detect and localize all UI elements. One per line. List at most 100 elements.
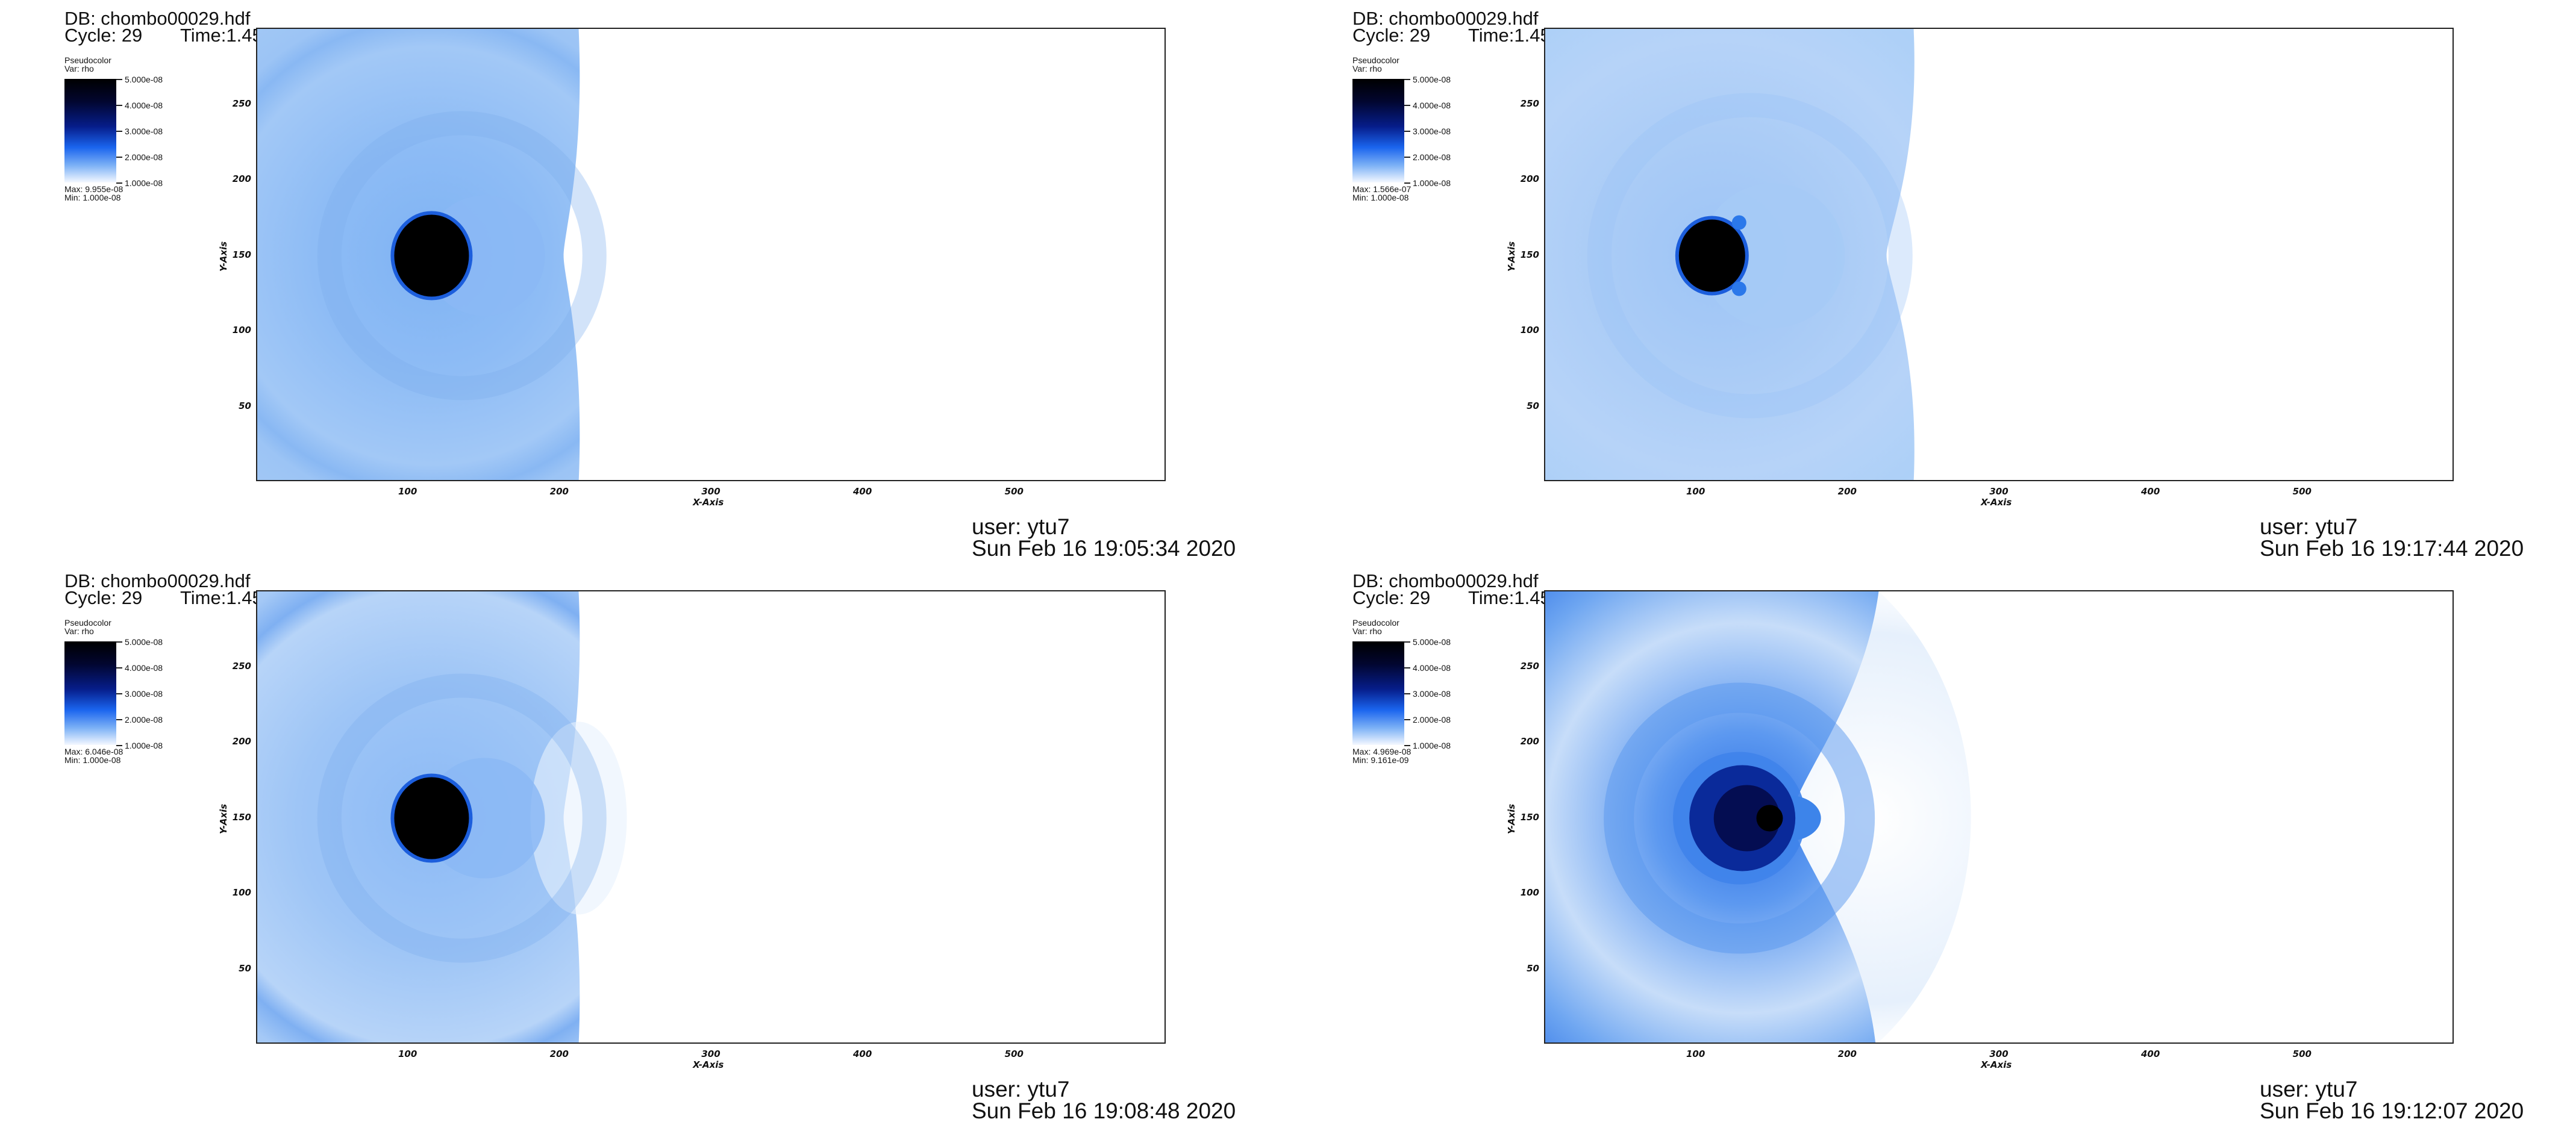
colorbar-tick-label: 4.000e-08 <box>1413 101 1451 110</box>
y-tick-label: 150 <box>1520 249 1539 260</box>
colorbar-tick <box>116 667 122 668</box>
x-tick-label: 400 <box>853 486 872 497</box>
y-tick-label: 50 <box>1527 400 1539 411</box>
cycle-label: Cycle: 29 <box>64 587 143 608</box>
colorbar-tick <box>1404 105 1410 106</box>
x-axis-title: X-Axis <box>1981 1059 2012 1070</box>
y-tick-label: 100 <box>232 887 251 898</box>
colorbar-tick-label: 2.000e-08 <box>1413 152 1451 162</box>
y-tick-label: 100 <box>232 325 251 335</box>
y-tick-label: 150 <box>1520 811 1539 823</box>
cycle-time-row: Cycle: 29 Time:1.45e-05 <box>64 25 300 46</box>
x-tick-label: 100 <box>1686 486 1705 497</box>
colorbar-tick-label: 4.000e-08 <box>125 663 163 673</box>
colorbar-tick-label: 2.000e-08 <box>125 715 163 725</box>
database-label: DB: chombo00029.hdf <box>1352 570 1539 591</box>
user-label: user: ytu7 <box>972 1077 1070 1102</box>
colorbar-tick-label: 2.000e-08 <box>1413 715 1451 725</box>
x-tick-label: 400 <box>2141 486 2160 497</box>
colorbar-tick-label: 5.000e-08 <box>125 637 163 647</box>
colorbar-tick <box>1404 131 1410 132</box>
colorbar-tick-label: 1.000e-08 <box>125 741 163 750</box>
x-tick-label: 300 <box>701 486 721 497</box>
colorbar-tick <box>116 131 122 132</box>
user-label: user: ytu7 <box>2260 1077 2358 1102</box>
user-label: user: ytu7 <box>972 514 1070 539</box>
x-axis-title: X-Axis <box>1981 497 2012 508</box>
density-field-plot <box>1545 591 1971 1042</box>
y-axis-title: Y-Axis <box>1506 803 1517 834</box>
y-tick-label: 50 <box>239 962 251 974</box>
pseudocolor-legend: Pseudocolor Var: rho 5.000e-08 4.000e-08 3.0… <box>64 56 209 207</box>
x-tick-label: 400 <box>2141 1049 2160 1059</box>
y-tick-label: 100 <box>1520 887 1539 898</box>
y-tick-label: 250 <box>232 98 251 109</box>
density-field-plot <box>257 29 607 480</box>
x-tick-label: 200 <box>549 486 569 497</box>
y-axis-title: Y-Axis <box>218 803 229 834</box>
colorbar-tick <box>1404 667 1410 668</box>
visit-panel: DB: chombo00029.hdf Cycle: 29 Time:1.45e-0… <box>0 0 1288 562</box>
colorbar-tick <box>1404 693 1410 694</box>
y-tick-label: 250 <box>1520 660 1539 672</box>
colorbar <box>64 641 116 745</box>
legend-min: Min: 1.000e-08 <box>1352 193 1409 202</box>
pseudocolor-legend: Pseudocolor Var: rho 5.000e-08 4.000e-08 3.0… <box>1352 56 1497 207</box>
x-tick-label: 100 <box>398 486 417 497</box>
colorbar <box>1352 79 1404 182</box>
x-tick-label: 100 <box>1686 1049 1705 1059</box>
legend-max: Max: 1.566e-07 <box>1352 184 1411 194</box>
legend-variable: Var: rho <box>64 64 94 73</box>
colorbar-tick <box>116 745 122 746</box>
plot-area <box>1544 590 2454 1044</box>
y-tick-label: 250 <box>1520 98 1539 109</box>
legend-variable: Var: rho <box>1352 626 1382 636</box>
colorbar-tick-label: 4.000e-08 <box>125 101 163 110</box>
legend-plot-type: Pseudocolor <box>1352 618 1399 628</box>
colorbar-tick <box>1404 641 1410 643</box>
colorbar-tick <box>116 105 122 106</box>
y-tick-label: 250 <box>232 660 251 672</box>
colorbar-tick <box>116 79 122 80</box>
colorbar-tick-label: 5.000e-08 <box>125 75 163 84</box>
legend-min: Min: 1.000e-08 <box>64 755 121 765</box>
colorbar-tick <box>116 641 122 643</box>
colorbar-tick-label: 4.000e-08 <box>1413 663 1451 673</box>
colorbar-tick <box>1404 157 1410 158</box>
y-tick-label: 50 <box>1527 962 1539 974</box>
x-tick-label: 200 <box>549 1049 569 1059</box>
colorbar-tick-label: 3.000e-08 <box>125 126 163 136</box>
x-tick-label: 200 <box>1837 1049 1857 1059</box>
colorbar-tick-label: 3.000e-08 <box>1413 126 1451 136</box>
legend-max: Max: 6.046e-08 <box>64 747 123 756</box>
colorbar-tick-label: 1.000e-08 <box>1413 178 1451 188</box>
cycle-label: Cycle: 29 <box>1352 25 1431 46</box>
legend-max: Max: 4.969e-08 <box>1352 747 1411 756</box>
cycle-time-row: Cycle: 29 Time:1.45e-05 <box>1352 25 1588 46</box>
colorbar-tick <box>1404 719 1410 720</box>
density-field-plot <box>257 591 627 1042</box>
y-axis-title: Y-Axis <box>218 241 229 272</box>
legend-plot-type: Pseudocolor <box>64 618 111 628</box>
y-tick-label: 200 <box>1520 736 1539 747</box>
colorbar-tick <box>116 182 122 184</box>
legend-variable: Var: rho <box>64 626 94 636</box>
plot-area <box>1544 28 2454 481</box>
y-tick-label: 150 <box>232 811 251 823</box>
x-axis-title: X-Axis <box>693 497 724 508</box>
colorbar-tick-label: 5.000e-08 <box>1413 75 1451 84</box>
colorbar-tick <box>1404 79 1410 80</box>
colorbar-tick-label: 1.000e-08 <box>125 178 163 188</box>
x-tick-label: 500 <box>1004 1049 1024 1059</box>
plot-area <box>256 590 1166 1044</box>
y-tick-label: 150 <box>232 249 251 260</box>
colorbar-tick-label: 5.000e-08 <box>1413 637 1451 647</box>
legend-min: Min: 9.161e-09 <box>1352 755 1409 765</box>
cycle-label: Cycle: 29 <box>1352 587 1431 608</box>
x-axis-title: X-Axis <box>693 1059 724 1070</box>
timestamp-label: Sun Feb 16 19:05:34 2020 <box>972 536 1236 561</box>
colorbar-tick-label: 3.000e-08 <box>1413 689 1451 699</box>
cycle-label: Cycle: 29 <box>64 25 143 46</box>
x-tick-label: 500 <box>2292 1049 2312 1059</box>
y-tick-label: 100 <box>1520 325 1539 335</box>
